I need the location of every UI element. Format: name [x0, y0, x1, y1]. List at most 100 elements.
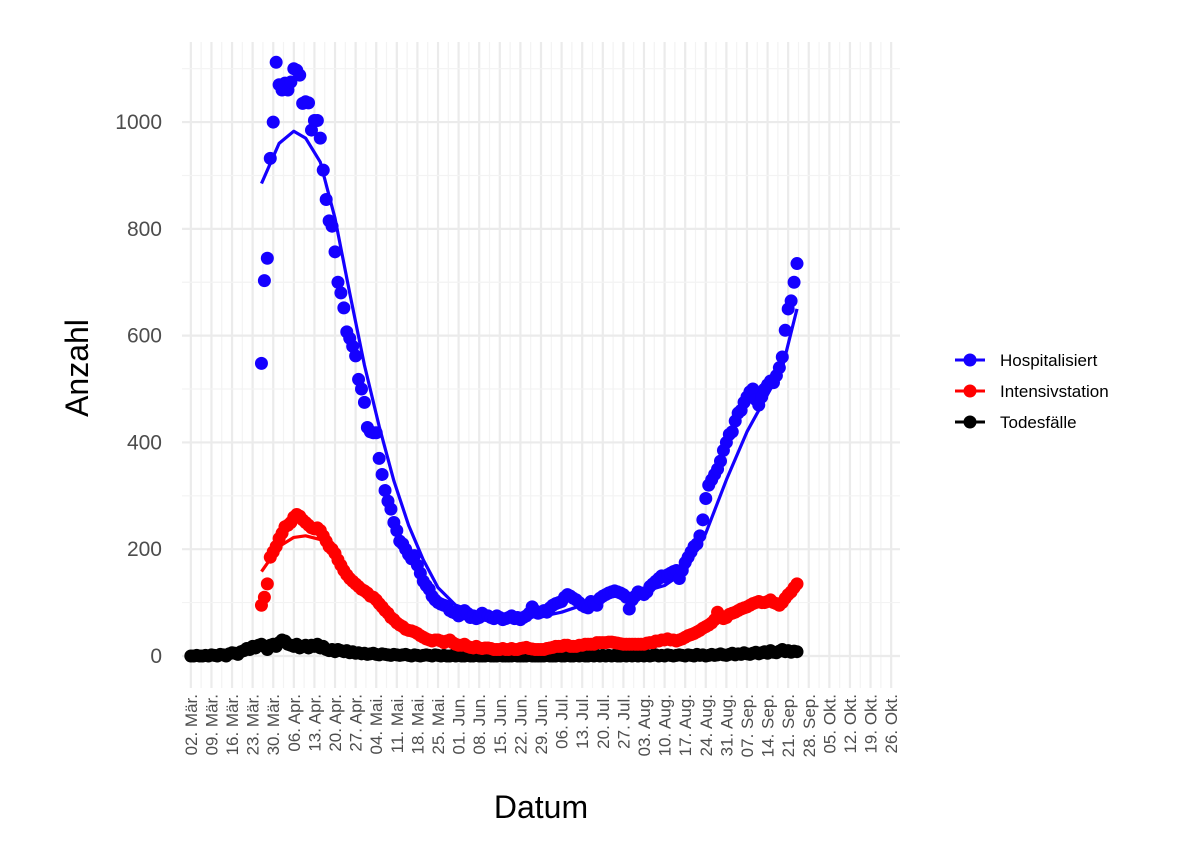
x-tick-label: 01. Jun. [450, 694, 469, 755]
legend-item: Hospitalisiert [955, 351, 1098, 370]
data-point [696, 513, 710, 527]
x-tick-label: 28. Sep. [800, 694, 819, 757]
x-tick-label: 18. Mai. [408, 694, 427, 754]
y-tick-label: 800 [127, 218, 162, 241]
x-tick-label: 12. Okt. [841, 694, 860, 754]
x-tick-label: 19. Okt. [862, 694, 881, 754]
legend-label: Todesfälle [1000, 413, 1077, 432]
data-point [325, 219, 339, 233]
data-point [772, 361, 786, 375]
y-axis-title: Anzahl [59, 319, 95, 417]
legend-item: Todesfälle [955, 413, 1077, 432]
x-tick-label: 11. Mai. [388, 694, 407, 753]
legend-dot-icon [963, 415, 977, 429]
x-tick-label: 27. Jul. [614, 694, 633, 749]
x-axis-title: Datum [494, 789, 588, 825]
x-tick-label: 06. Apr. [285, 694, 304, 752]
legend: Hospitalisiert Intensivstation Todesfälle [955, 351, 1109, 432]
x-tick-label: 30. Mär. [264, 694, 283, 755]
legend-label: Hospitalisiert [1000, 351, 1098, 370]
data-point [699, 491, 713, 505]
x-tick-label: 04. Mai. [367, 694, 386, 754]
x-tick-label: 13. Jul. [573, 694, 592, 749]
x-tick-label: 15. Jun. [491, 694, 510, 755]
x-tick-label: 27. Apr. [347, 694, 366, 752]
x-tick-label: 06. Jul. [553, 694, 572, 749]
x-tick-label: 22. Jun. [511, 694, 530, 755]
x-tick-label: 20. Apr. [326, 694, 345, 752]
legend-label: Intensivstation [1000, 382, 1109, 401]
x-tick-label: 17. Aug. [676, 694, 695, 756]
y-tick-label: 1000 [115, 111, 162, 134]
x-tick-label: 16. Mär. [223, 694, 242, 755]
data-point [790, 257, 804, 271]
data-point [328, 245, 342, 259]
data-point [746, 382, 760, 396]
data-point [260, 577, 274, 591]
x-tick-label: 05. Okt. [820, 694, 839, 754]
data-point [284, 75, 298, 89]
data-point [790, 645, 804, 659]
data-points [184, 55, 804, 663]
data-point [331, 275, 345, 289]
x-tick-label: 09. Mär. [202, 694, 221, 755]
x-tick-label: 26. Okt. [882, 694, 901, 754]
legend-dot-icon [963, 384, 977, 398]
x-tick-label: 29. Jun. [532, 694, 551, 755]
legend-item: Intensivstation [955, 382, 1109, 401]
x-tick-label: 10. Aug. [656, 694, 675, 756]
data-point [778, 323, 792, 337]
data-point [266, 115, 280, 129]
y-tick-label: 600 [127, 325, 162, 348]
data-point [384, 502, 398, 516]
series-Intensivstation [254, 507, 804, 657]
data-point [257, 590, 271, 604]
x-tick-label: 02. Mär. [182, 694, 201, 755]
y-tick-label: 200 [127, 538, 162, 561]
data-point [337, 301, 351, 315]
data-point [334, 286, 348, 300]
data-point [775, 350, 789, 364]
data-point [316, 163, 330, 177]
data-point [293, 68, 307, 82]
data-point [257, 274, 271, 288]
data-point [390, 524, 404, 538]
x-tick-label: 24. Aug. [697, 694, 716, 756]
data-point [263, 151, 277, 165]
x-tick-label: 21. Sep. [779, 694, 798, 757]
y-tick-label: 400 [127, 431, 162, 454]
data-point [369, 426, 383, 440]
data-point [784, 294, 798, 308]
data-point [357, 395, 371, 409]
x-tick-label: 31. Aug. [717, 694, 736, 756]
x-tick-label: 08. Jun. [470, 694, 489, 755]
data-point [269, 55, 283, 69]
x-tick-label: 20. Jul. [594, 694, 613, 749]
data-point [714, 454, 727, 468]
data-point [310, 113, 324, 127]
x-tick-label: 14. Sep. [759, 694, 778, 757]
x-tick-label: 07. Sep. [738, 694, 757, 757]
x-tick-label: 13. Apr. [305, 694, 324, 752]
data-point [319, 192, 333, 206]
data-point [254, 356, 268, 370]
series-Hospitalisiert [254, 55, 804, 627]
x-tick-label: 23. Mär. [244, 694, 263, 755]
data-point [355, 382, 368, 396]
data-point [725, 425, 739, 439]
data-point [375, 467, 389, 481]
legend-dot-icon [963, 353, 977, 367]
data-point [787, 275, 801, 289]
x-tick-labels: 02. Mär. 09. Mär. 16. Mär. 23. Mär. 30. Mär.… [182, 694, 901, 757]
data-point [372, 451, 386, 465]
x-tick-label: 03. Aug. [635, 694, 654, 756]
data-point [790, 577, 804, 591]
data-point [260, 251, 274, 265]
y-tick-label: 0 [150, 645, 162, 668]
data-point [693, 529, 707, 543]
data-point [313, 131, 327, 145]
x-tick-label: 25. Mai. [429, 694, 448, 754]
data-point [349, 349, 363, 363]
y-tick-labels: 0 200 400 600 800 1000 [115, 111, 162, 668]
